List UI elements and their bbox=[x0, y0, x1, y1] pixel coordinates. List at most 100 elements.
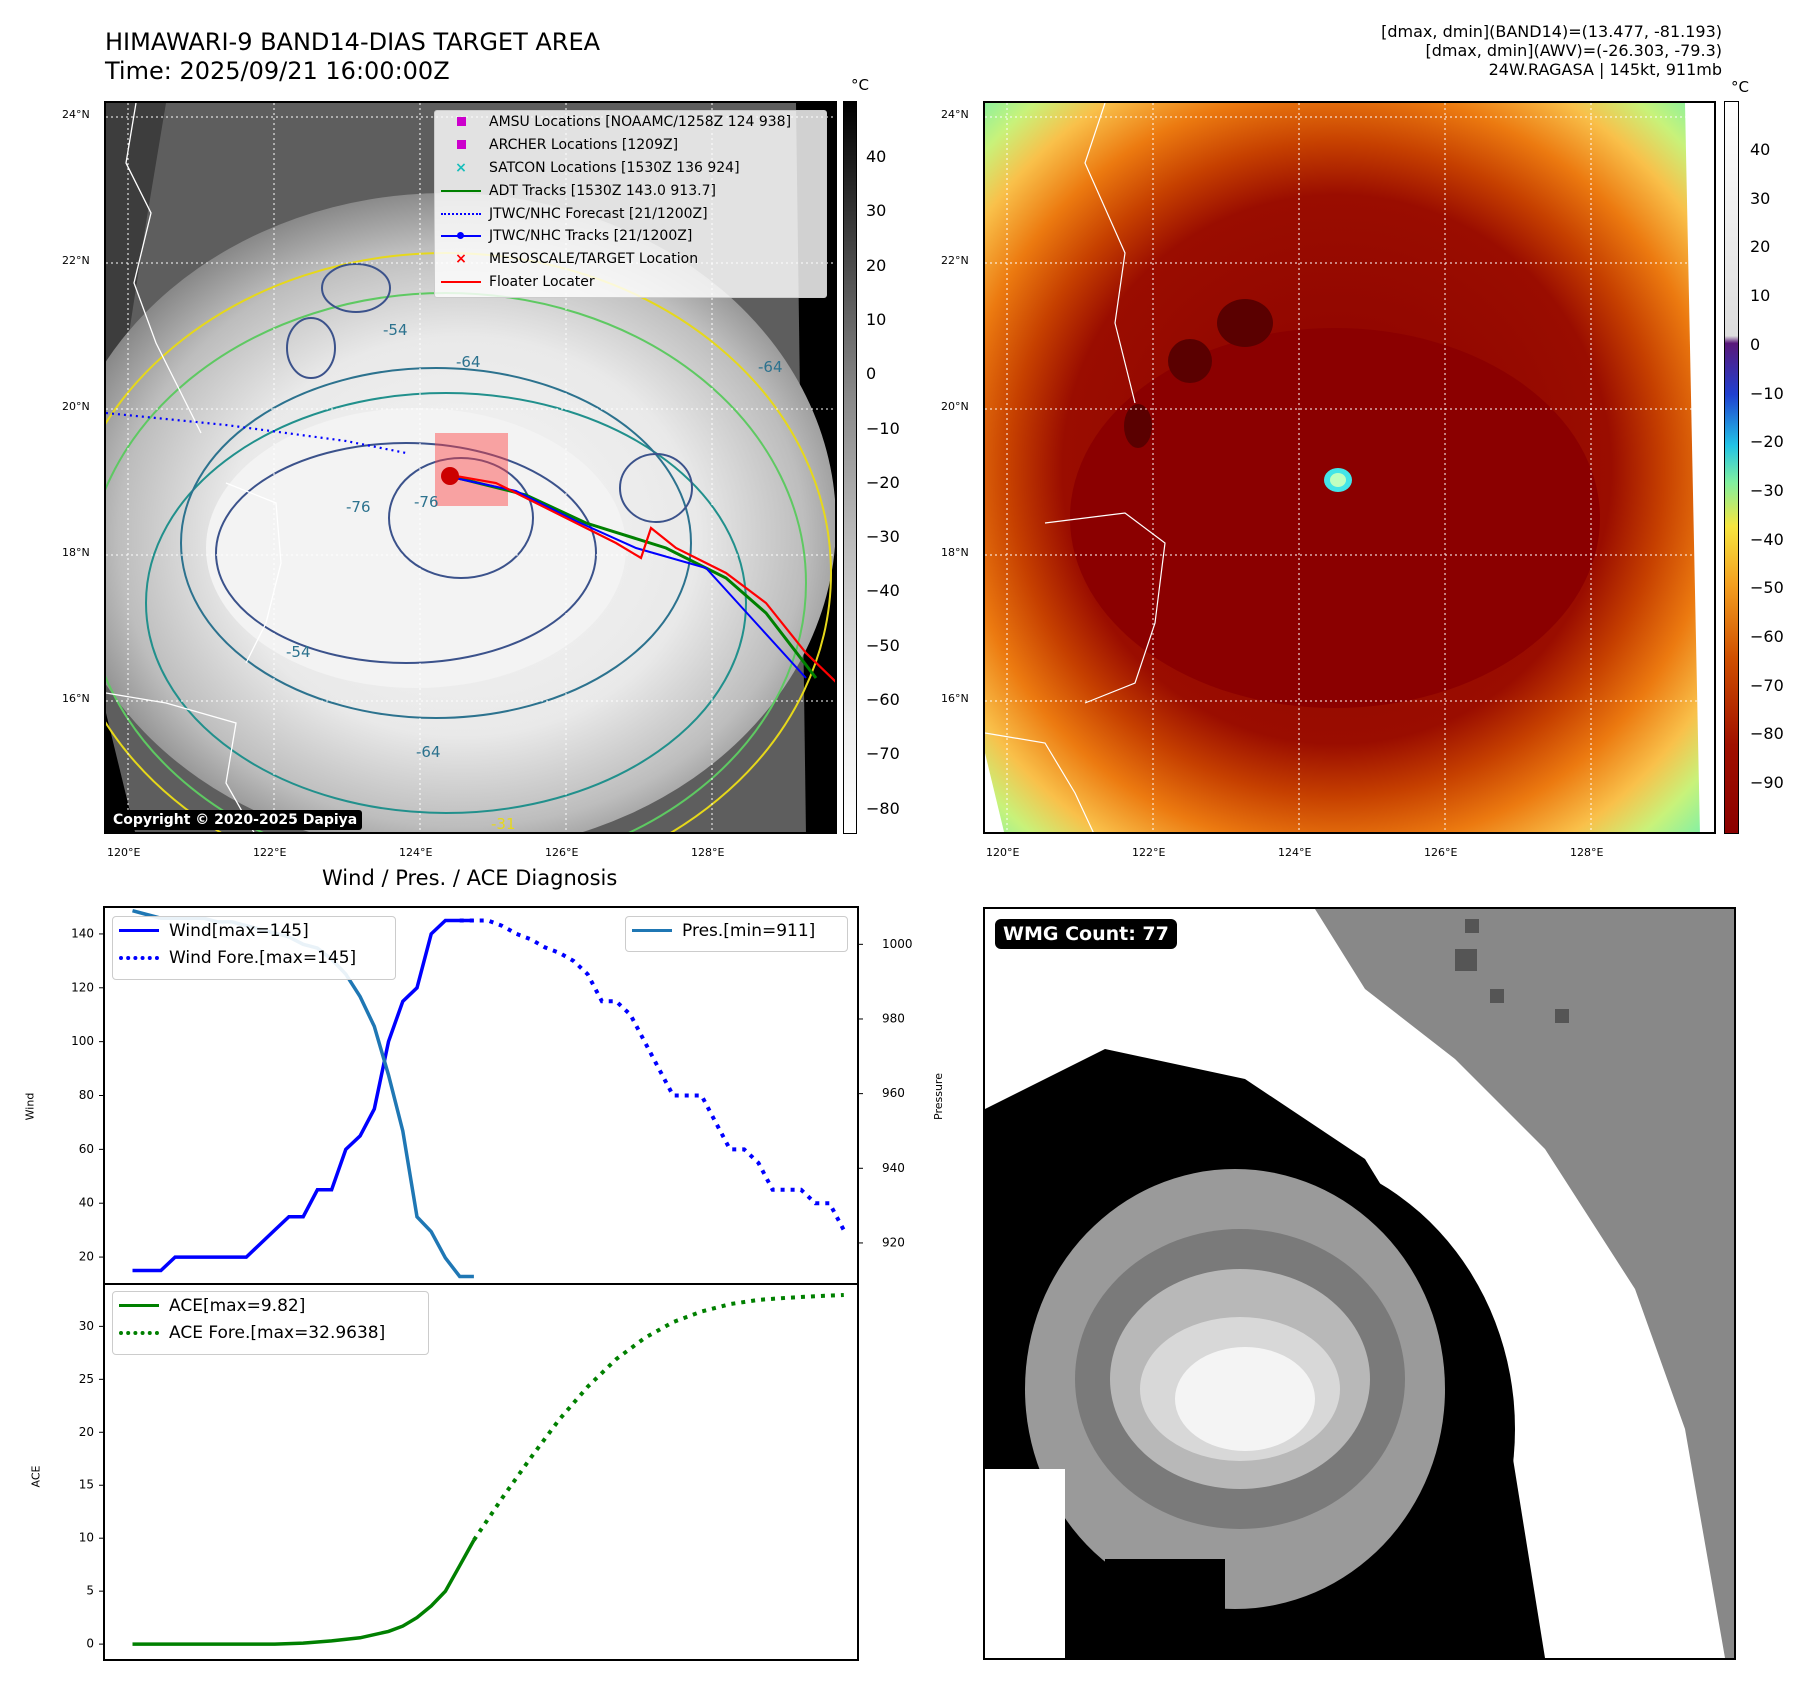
ir-lon-tick: 126°E bbox=[1424, 846, 1458, 859]
title-line-2: Time: 2025/09/21 16:00:00Z bbox=[105, 57, 450, 85]
ace-forecast-series-line bbox=[472, 1293, 844, 1542]
ir-lat-tick: 20°N bbox=[941, 400, 969, 413]
contour-labels: -54 -64 -76 -76 -54 -64 -64 -31 bbox=[106, 103, 835, 833]
contour-label: -64 bbox=[758, 358, 783, 376]
ir-colorbar bbox=[1724, 101, 1739, 834]
pressure-tick-label: 980 bbox=[882, 1011, 905, 1025]
ace-tick-label: 5 bbox=[86, 1584, 94, 1598]
map-colorbar-tick: −30 bbox=[866, 527, 900, 547]
wind-legend: Wind[max=145] Wind Fore.[max=145] bbox=[112, 916, 396, 980]
ace-tick-label: 0 bbox=[86, 1637, 94, 1651]
map-panel: -54 -64 -76 -76 -54 -64 -64 -31 AMSU Loc… bbox=[104, 101, 837, 834]
contour-label: -64 bbox=[456, 353, 481, 371]
main-title: HIMAWARI-9 BAND14-DIAS TARGET AREA Time:… bbox=[105, 28, 600, 86]
ir-colorbar-tick: 30 bbox=[1750, 188, 1771, 208]
contour-label: -54 bbox=[383, 321, 408, 339]
map-colorbar-tick: −20 bbox=[866, 472, 900, 492]
ir-colorbar-tick: 20 bbox=[1750, 237, 1771, 257]
map-lat-tick: 16°N bbox=[62, 692, 90, 705]
ir-lat-tick: 22°N bbox=[941, 254, 969, 267]
ir-colorbar-tick: 10 bbox=[1750, 286, 1771, 306]
legend-entry: JTWC/NHC Forecast [21/1200Z] bbox=[435, 202, 826, 225]
line-dot-icon bbox=[441, 231, 481, 241]
ir-colorbar-tick: −40 bbox=[1750, 529, 1784, 549]
legend-entry: ADT Tracks [1530Z 143.0 913.7] bbox=[435, 179, 826, 202]
legend-entry: × MESOSCALE/TARGET Location bbox=[435, 248, 826, 271]
map-lon-tick: 126°E bbox=[545, 846, 579, 859]
legend-entry: Pres.[min=911] bbox=[626, 917, 847, 944]
map-colorbar-tick: −60 bbox=[866, 690, 900, 709]
ir-colorbar-tick: −60 bbox=[1750, 627, 1784, 646]
map-lat-tick: 18°N bbox=[62, 546, 90, 559]
wind-tick-label: 140 bbox=[71, 926, 94, 940]
intensity-info: [dmax, dmin](BAND14)=(13.477, -81.193) [… bbox=[1381, 22, 1722, 79]
contour-label: -31 bbox=[491, 815, 516, 833]
legend-entry: ACE[max=9.82] bbox=[113, 1292, 428, 1319]
wind-tick-label: 80 bbox=[79, 1088, 94, 1102]
x-marker-icon: × bbox=[455, 159, 467, 176]
pressure-tick-label: 940 bbox=[882, 1161, 905, 1175]
map-colorbar-tick: −70 bbox=[866, 744, 900, 764]
ir-colorbar-tick: −30 bbox=[1750, 480, 1784, 500]
ace-series-line bbox=[132, 1539, 476, 1646]
ace-legend: ACE[max=9.82] ACE Fore.[max=32.9638] bbox=[112, 1291, 429, 1355]
map-colorbar-unit: °C bbox=[851, 76, 869, 94]
wind-tick-label: 40 bbox=[79, 1196, 94, 1210]
pressure-axis-label: Pressure bbox=[931, 1073, 945, 1120]
ir-colorbar-unit: °C bbox=[1731, 78, 1749, 96]
wmg-image bbox=[985, 909, 1734, 1658]
ir-lon-tick: 128°E bbox=[1570, 846, 1604, 859]
ace-tick-label: 10 bbox=[79, 1531, 94, 1545]
map-lat-tick: 22°N bbox=[62, 254, 90, 267]
pressure-tick-label: 920 bbox=[882, 1235, 905, 1249]
ir-colorbar-tick: −50 bbox=[1750, 578, 1784, 598]
map-lat-tick: 24°N bbox=[62, 108, 90, 121]
map-colorbar-tick: −80 bbox=[866, 798, 900, 818]
title-line-1: HIMAWARI-9 BAND14-DIAS TARGET AREA bbox=[105, 28, 601, 56]
dotted-line-icon bbox=[119, 1330, 159, 1335]
solid-line-icon bbox=[632, 929, 672, 932]
legend-entry: Floater Locater bbox=[435, 271, 826, 294]
legend-entry: ACE Fore.[max=32.9638] bbox=[113, 1319, 428, 1346]
wmg-count-badge: WMG Count: 77 bbox=[995, 919, 1177, 949]
ir-lat-tick: 16°N bbox=[941, 692, 969, 705]
map-colorbar-tick: 0 bbox=[866, 364, 877, 384]
contour-label: -64 bbox=[416, 743, 441, 761]
ir-lon-tick: 124°E bbox=[1278, 846, 1312, 859]
ace-tick-label: 15 bbox=[79, 1478, 94, 1492]
wind-tick-label: 100 bbox=[71, 1034, 94, 1048]
square-marker-icon bbox=[441, 140, 481, 150]
ir-lon-tick: 122°E bbox=[1132, 846, 1166, 859]
ir-colorbar-tick: −80 bbox=[1750, 724, 1784, 744]
map-lon-tick: 120°E bbox=[107, 846, 141, 859]
wind-tick-label: 20 bbox=[79, 1250, 94, 1264]
contour-label: -76 bbox=[346, 498, 371, 516]
info-line-2: [dmax, dmin](AWV)=(-26.303, -79.3) bbox=[1425, 41, 1722, 60]
map-lon-tick: 122°E bbox=[253, 846, 287, 859]
legend-entry: × SATCON Locations [1530Z 136 924] bbox=[435, 157, 826, 180]
diagnosis-title: Wind / Pres. / ACE Diagnosis bbox=[322, 866, 618, 890]
map-lat-tick: 20°N bbox=[62, 400, 90, 413]
ir-colorbar-tick: 40 bbox=[1750, 140, 1771, 159]
dotted-line-icon bbox=[441, 209, 481, 219]
legend-entry: JTWC/NHC Tracks [21/1200Z] bbox=[435, 225, 826, 248]
map-lon-tick: 124°E bbox=[399, 846, 433, 859]
square-marker-icon bbox=[441, 117, 481, 127]
x-marker-icon: × bbox=[455, 251, 467, 268]
map-colorbar-tick: 20 bbox=[866, 255, 887, 275]
ir-colorbar-tick: −20 bbox=[1750, 432, 1784, 452]
wind-forecast-series-line bbox=[459, 918, 846, 1232]
map-colorbar-tick: 10 bbox=[866, 309, 887, 329]
info-line-3: 24W.RAGASA | 145kt, 911mb bbox=[1488, 60, 1722, 79]
ir-colorbar-tick: 0 bbox=[1750, 334, 1761, 354]
contour-label: -54 bbox=[286, 643, 311, 661]
ir-lon-tick: 120°E bbox=[986, 846, 1020, 859]
ace-axis-label: ACE bbox=[29, 1465, 43, 1488]
ir-colorbar-tick: −90 bbox=[1750, 773, 1784, 793]
pressure-tick-label: 1000 bbox=[882, 937, 913, 951]
ir-colorbar-tick: −70 bbox=[1750, 675, 1784, 695]
wind-tick-label: 120 bbox=[71, 980, 94, 994]
ace-tick-label: 20 bbox=[79, 1425, 94, 1439]
pressure-legend: Pres.[min=911] bbox=[625, 916, 848, 952]
solid-line-icon bbox=[119, 929, 159, 932]
